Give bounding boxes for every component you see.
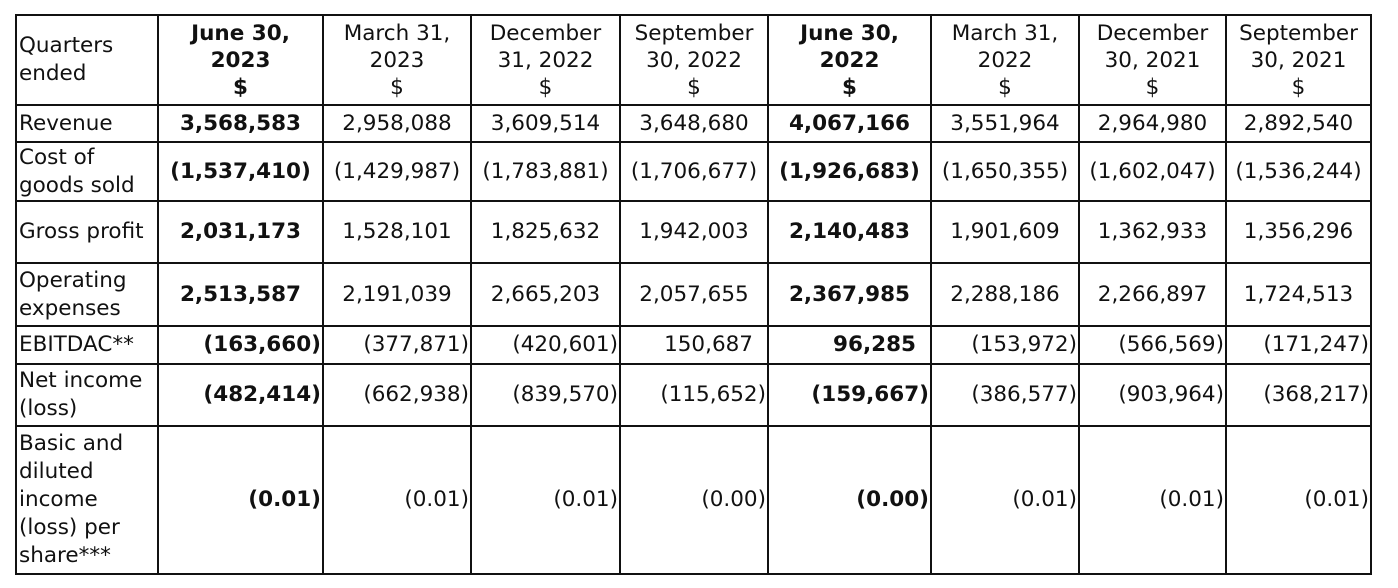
value-cell: 1,356,296 (1225, 200, 1372, 264)
value-cell: 4,067,166 (767, 104, 932, 143)
value-cell: 1,942,003 (619, 200, 769, 264)
value-cell: (368,217) (1225, 363, 1372, 427)
value-cell: 2,288,186 (930, 262, 1080, 327)
column-header: March 31, 2023 $ (322, 14, 472, 106)
column-date: December 30, 2021 (1096, 20, 1209, 73)
column-unit: $ (842, 74, 857, 100)
column-header: September 30, 2022 $ (619, 14, 769, 106)
value-cell: (1,650,355) (930, 141, 1080, 202)
value-cell: (0.01) (470, 425, 621, 575)
value-cell: (377,871) (322, 325, 472, 365)
value-cell: 2,892,540 (1225, 104, 1372, 143)
value-cell: (0.00) (767, 425, 932, 575)
column-header: September 30, 2021 $ (1225, 14, 1372, 106)
value-cell: (1,536,244) (1225, 141, 1372, 202)
value-cell: 2,513,587 (157, 262, 324, 327)
column-date: June 30, 2023 (191, 20, 290, 73)
value-cell: (115,652) (619, 363, 769, 427)
value-cell: 1,362,933 (1078, 200, 1227, 264)
value-cell: (420,601) (470, 325, 621, 365)
table-row: Net income (loss) (482,414) (662,938) (839,… (15, 363, 1372, 427)
table-row: Gross profit 2,031,173 1,528,101 1,825,632 1… (15, 200, 1372, 264)
value-cell: (153,972) (930, 325, 1080, 365)
value-cell: 1,528,101 (322, 200, 472, 264)
column-header: December 30, 2021 $ (1078, 14, 1227, 106)
quarterly-results-table: Quarters ended June 30, 2023 $ March 31, 2… (15, 14, 1372, 575)
value-cell: (159,667) (767, 363, 932, 427)
value-cell: (163,660) (157, 325, 324, 365)
value-cell: (566,569) (1078, 325, 1227, 365)
value-cell: 2,191,039 (322, 262, 472, 327)
table-row: Basic and diluted income (loss) per shar… (15, 425, 1372, 575)
column-unit: $ (390, 74, 404, 100)
value-cell: (0.00) (619, 425, 769, 575)
row-label: Basic and diluted income (loss) per shar… (15, 425, 159, 575)
column-header: June 30, 2022 $ (767, 14, 932, 106)
value-cell: 2,140,483 (767, 200, 932, 264)
value-cell: 1,724,513 (1225, 262, 1372, 327)
value-cell: (386,577) (930, 363, 1080, 427)
column-unit: $ (687, 74, 701, 100)
table-row: EBITDAC** (163,660) (377,871) (420,601) 150,… (15, 325, 1372, 365)
value-cell: 1,825,632 (470, 200, 621, 264)
column-date: September 30, 2021 (1239, 20, 1358, 73)
value-cell: 2,266,897 (1078, 262, 1227, 327)
column-unit: $ (1291, 74, 1306, 100)
value-cell: (1,429,987) (322, 141, 472, 202)
value-cell: (0.01) (1225, 425, 1372, 575)
row-label: Gross profit (15, 200, 159, 264)
column-unit: $ (233, 74, 248, 100)
header-row: Quarters ended June 30, 2023 $ March 31, 2… (15, 14, 1372, 106)
table-row: Cost of goods sold (1,537,410) (1,429,987)… (15, 141, 1372, 202)
value-cell: (1,926,683) (767, 141, 932, 202)
value-cell: 2,958,088 (322, 104, 472, 143)
value-cell: (0.01) (1078, 425, 1227, 575)
value-cell: 2,665,203 (470, 262, 621, 327)
value-cell: (171,247) (1225, 325, 1372, 365)
header-label: Quarters ended (15, 14, 159, 106)
value-cell: 3,551,964 (930, 104, 1080, 143)
row-label: EBITDAC** (15, 325, 159, 365)
value-cell: (0.01) (930, 425, 1080, 575)
value-cell: 2,367,985 (767, 262, 932, 327)
column-unit: $ (1145, 74, 1160, 100)
column-unit: $ (538, 74, 553, 100)
value-cell: 3,609,514 (470, 104, 621, 143)
column-unit: $ (998, 74, 1012, 100)
value-cell: 150,687 (619, 325, 769, 365)
value-cell: 2,031,173 (157, 200, 324, 264)
row-label: Net income (loss) (15, 363, 159, 427)
column-header: December 31, 2022 $ (470, 14, 621, 106)
row-label: Cost of goods sold (15, 141, 159, 202)
value-cell: (1,537,410) (157, 141, 324, 202)
value-cell: 96,285 (767, 325, 932, 365)
value-cell: (0.01) (157, 425, 324, 575)
value-cell: 2,057,655 (619, 262, 769, 327)
value-cell: (903,964) (1078, 363, 1227, 427)
value-cell: (662,938) (322, 363, 472, 427)
row-label: Revenue (15, 104, 159, 143)
column-date: March 31, 2022 (951, 20, 1059, 73)
value-cell: (1,783,881) (470, 141, 621, 202)
column-header: June 30, 2023 $ (157, 14, 324, 106)
value-cell: 2,964,980 (1078, 104, 1227, 143)
column-date: September 30, 2022 (634, 20, 754, 73)
value-cell: (482,414) (157, 363, 324, 427)
value-cell: (1,706,677) (619, 141, 769, 202)
row-label: Operating expenses (15, 262, 159, 327)
value-cell: 1,901,609 (930, 200, 1080, 264)
column-date: March 31, 2023 (343, 20, 451, 73)
value-cell: 3,568,583 (157, 104, 324, 143)
value-cell: (839,570) (470, 363, 621, 427)
value-cell: (1,602,047) (1078, 141, 1227, 202)
table-row: Operating expenses 2,513,587 2,191,039 2,66… (15, 262, 1372, 327)
column-header: March 31, 2022 $ (930, 14, 1080, 106)
column-date: December 31, 2022 (489, 20, 602, 73)
column-date: June 30, 2022 (800, 20, 899, 73)
value-cell: (0.01) (322, 425, 472, 575)
value-cell: 3,648,680 (619, 104, 769, 143)
table-row: Revenue 3,568,583 2,958,088 3,609,514 3,648,… (15, 104, 1372, 143)
